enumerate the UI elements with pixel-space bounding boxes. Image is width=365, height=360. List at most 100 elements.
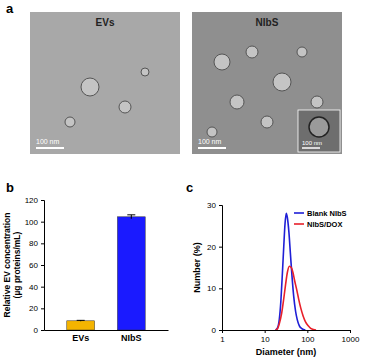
vesicle <box>246 46 258 58</box>
y-axis-line <box>219 206 223 331</box>
error-bar-cap <box>77 320 85 321</box>
vesicle <box>273 73 291 91</box>
y-tick-label: 10 <box>207 284 216 293</box>
error-bar-cap <box>127 214 135 215</box>
x-tick: NIbS <box>121 330 142 343</box>
y-tick-mark <box>219 288 222 289</box>
x-tick-label: EVs <box>72 333 89 343</box>
error-bar-stem <box>131 215 132 219</box>
y-tick: 80 <box>29 239 44 248</box>
y-tick: 120 <box>25 196 44 205</box>
y-tick-label: 20 <box>29 304 38 313</box>
vesicle <box>65 117 75 127</box>
y-tick-mark <box>41 222 44 223</box>
y-tick: 40 <box>29 283 44 292</box>
x-tick: EVs <box>72 330 89 343</box>
y-tick-label: 30 <box>207 201 216 210</box>
x-axis: 1 10 100 1000 <box>220 330 360 344</box>
image-label: EVs <box>96 17 115 28</box>
micrograph: NIbS100 nm100 nm <box>192 12 342 154</box>
legend: Blank NIbS NIbS/DOX <box>294 209 347 229</box>
y-axis-title: Number (%) <box>192 242 202 293</box>
y-tick-label: 20 <box>207 243 216 252</box>
vesicle <box>141 68 149 76</box>
line-chart: c01020301101001000Diameter (nm)Number (%… <box>186 180 360 357</box>
y-tick: 100 <box>25 218 44 227</box>
panel-label: b <box>6 180 14 195</box>
y-tick-label: 80 <box>29 239 38 248</box>
y-axis: 0102030 <box>207 201 222 335</box>
bar-chart: b 0 20 40 60 80 100 120 EVs NIbS Relative EV conce… <box>2 180 169 343</box>
plot-area <box>67 215 145 330</box>
y-axis-title: Relative EV concentration <box>2 213 12 318</box>
y-tick-mark <box>41 330 44 331</box>
scale-bar <box>36 147 64 149</box>
y-tick-mark <box>219 330 222 331</box>
vesicle <box>81 78 99 96</box>
y-tick: 20 <box>29 304 44 313</box>
inset-vesicle <box>309 117 329 137</box>
y-tick-label: 0 <box>34 326 39 335</box>
legend-swatch <box>294 212 304 214</box>
image-area <box>30 12 180 154</box>
y-axis: 0 20 40 60 80 100 120 <box>25 196 45 335</box>
x-tick-label: 1000 <box>342 335 360 344</box>
y-axis-title: (µg proteins/mL) <box>12 231 22 298</box>
x-axis-line <box>45 330 169 331</box>
image-area <box>192 12 342 154</box>
scale-bar-label: 100 nm <box>198 138 222 145</box>
x-axis: EVs NIbS <box>45 330 169 343</box>
y-tick-label: 40 <box>29 283 38 292</box>
plot-area <box>276 213 316 330</box>
y-axis-line <box>41 201 45 331</box>
x-tick-mark <box>350 330 351 333</box>
x-tick: 100 <box>301 330 315 344</box>
scale-bar <box>198 147 226 149</box>
vesicle <box>214 54 230 70</box>
inset <box>298 110 340 152</box>
y-tick-mark <box>219 205 222 206</box>
series-line <box>276 266 316 330</box>
vesicle <box>297 47 307 57</box>
y-tick: 20 <box>207 243 222 252</box>
y-tick-label: 120 <box>25 196 39 205</box>
x-tick-label: 1 <box>220 335 225 344</box>
x-tick: 1000 <box>342 330 360 344</box>
y-tick-mark <box>41 287 44 288</box>
vesicle <box>261 116 273 128</box>
y-tick-mark <box>219 247 222 248</box>
x-tick-mark <box>265 330 266 333</box>
vesicle <box>230 95 244 109</box>
y-tick: 30 <box>207 201 222 210</box>
panel-label: a <box>6 1 14 16</box>
y-tick: 0 <box>34 326 44 335</box>
legend-swatch <box>294 223 304 225</box>
y-tick-mark <box>41 243 44 244</box>
x-axis-title: Diameter (nm) <box>256 347 317 357</box>
error-bar <box>77 320 85 322</box>
vesicle <box>119 101 131 113</box>
x-tick: 10 <box>261 330 270 344</box>
x-tick-label: 100 <box>301 335 315 344</box>
x-tick: 1 <box>220 330 225 344</box>
vesicle <box>207 127 217 137</box>
vesicle <box>311 96 323 108</box>
series-line <box>276 213 306 330</box>
inset-scale-bar <box>302 147 320 149</box>
bar <box>67 321 95 330</box>
legend-label: Blank NIbS <box>307 209 347 218</box>
x-tick-mark <box>307 330 308 333</box>
bar <box>117 217 145 330</box>
image-label: NIbS <box>256 17 279 28</box>
legend-label: NIbS/DOX <box>307 220 342 229</box>
y-tick: 10 <box>207 284 222 293</box>
y-tick: 60 <box>29 261 44 270</box>
y-tick-mark <box>41 265 44 266</box>
scale-bar-label: 100 nm <box>36 138 60 145</box>
x-axis-line <box>223 331 351 334</box>
x-tick-label: NIbS <box>121 333 142 343</box>
y-tick-mark <box>41 200 44 201</box>
y-tick-label: 100 <box>25 218 39 227</box>
micrograph: EVs 100 nm <box>30 12 180 154</box>
panel-label: c <box>186 180 193 195</box>
